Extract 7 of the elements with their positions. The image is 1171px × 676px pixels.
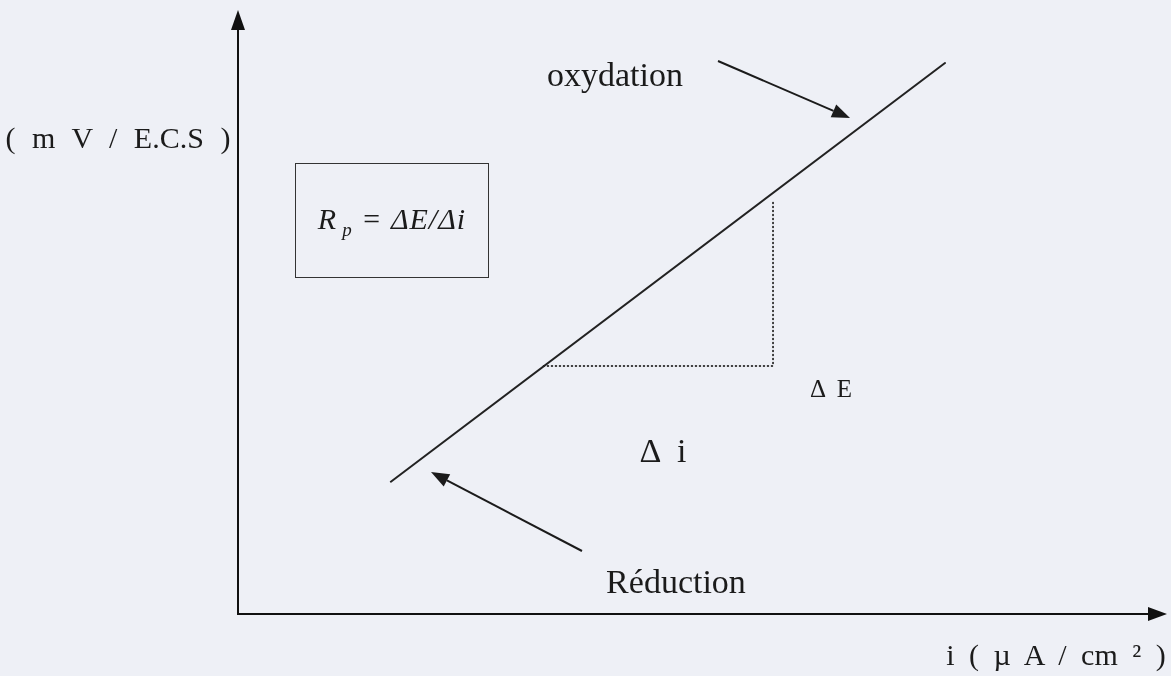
annotation: R$_{p}$ = ΔE/Δi (317, 201, 467, 240)
annotation: Δ i (639, 432, 687, 469)
annotation: oxydation (547, 56, 683, 93)
y-axis-title: ( m V / E.C.S ) (5, 121, 231, 154)
annotation: Réduction (606, 563, 746, 600)
x-axis-title: i ( µ A / cm ² ) (946, 638, 1166, 671)
annotation: Δ E (809, 374, 853, 402)
